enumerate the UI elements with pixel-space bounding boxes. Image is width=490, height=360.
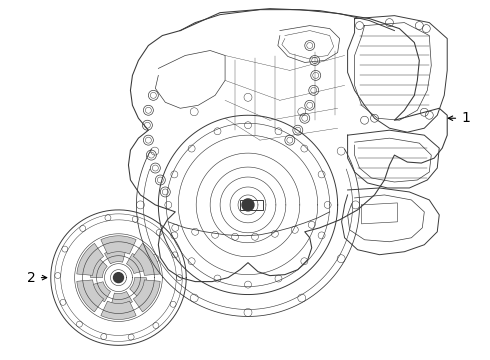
Polygon shape — [130, 278, 147, 297]
Circle shape — [105, 215, 111, 221]
Polygon shape — [101, 236, 136, 254]
Polygon shape — [104, 250, 126, 264]
Circle shape — [176, 275, 182, 280]
Circle shape — [60, 300, 66, 305]
Polygon shape — [77, 243, 103, 275]
Text: 1: 1 — [448, 111, 470, 125]
Circle shape — [153, 323, 159, 328]
Text: 2: 2 — [27, 271, 47, 285]
Circle shape — [76, 321, 82, 327]
Circle shape — [172, 252, 178, 258]
Circle shape — [80, 225, 86, 231]
Polygon shape — [133, 280, 160, 312]
Polygon shape — [91, 258, 107, 278]
Polygon shape — [111, 292, 132, 306]
Circle shape — [55, 273, 61, 279]
Circle shape — [242, 199, 254, 211]
Circle shape — [62, 246, 68, 252]
Polygon shape — [133, 243, 160, 275]
Circle shape — [128, 334, 134, 340]
Circle shape — [114, 273, 123, 283]
Circle shape — [132, 216, 138, 222]
Polygon shape — [126, 253, 146, 274]
Polygon shape — [101, 301, 136, 319]
Circle shape — [101, 334, 107, 339]
Polygon shape — [92, 282, 111, 302]
Polygon shape — [77, 280, 103, 312]
Circle shape — [156, 229, 162, 235]
Circle shape — [170, 301, 176, 307]
